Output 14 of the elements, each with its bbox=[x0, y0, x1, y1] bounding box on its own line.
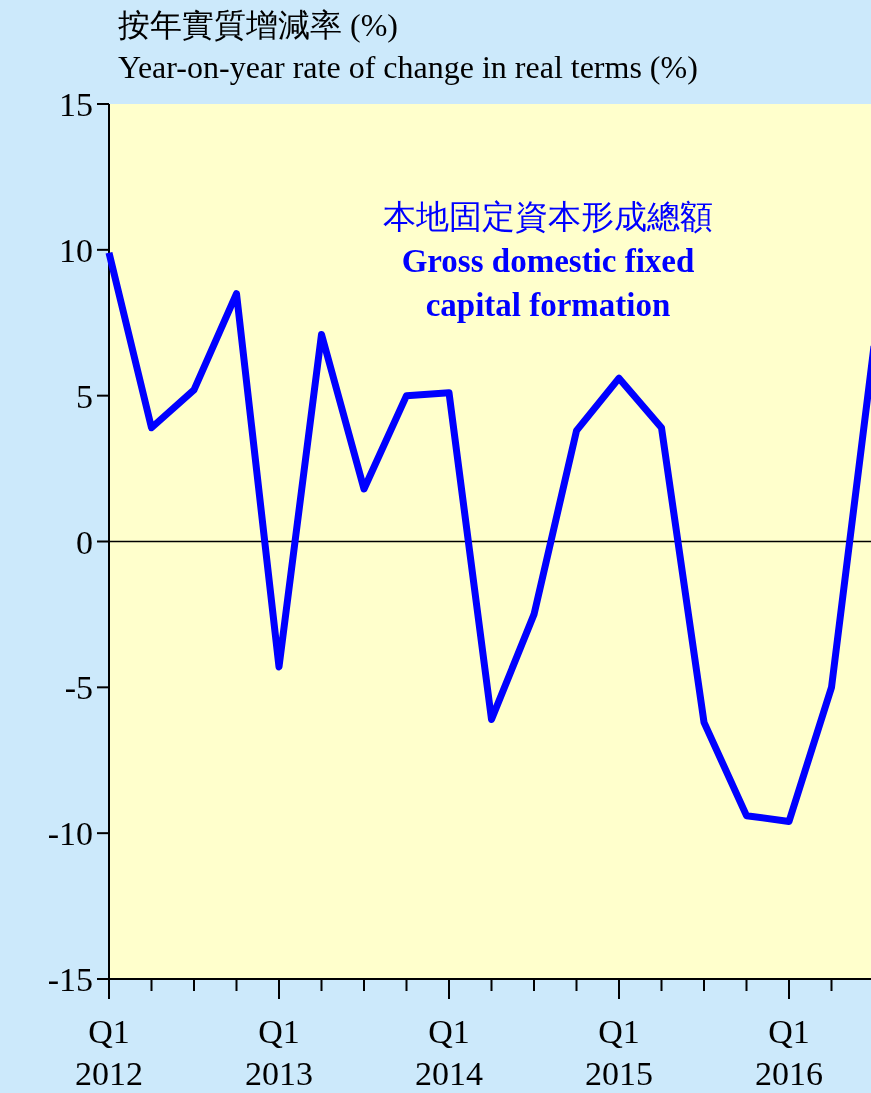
x-tick-label: Q1 2015 bbox=[585, 1013, 653, 1092]
y-tick-label: 10 bbox=[59, 231, 93, 269]
y-tick-label: -5 bbox=[64, 669, 93, 707]
x-tick-label: Q1 2013 bbox=[245, 1013, 313, 1092]
y-tick-label: -15 bbox=[47, 961, 93, 998]
x-tick-label: Q1 2012 bbox=[75, 1013, 143, 1092]
y-axis-title: 按年實質增減率 (%) Year-on-year rate of change in real terms (%) bbox=[118, 7, 698, 85]
y-tick-label: 0 bbox=[76, 523, 93, 561]
y-tick-label: 15 bbox=[59, 86, 93, 123]
y-tick-label: 5 bbox=[76, 377, 93, 415]
x-tick-label: Q1 2014 bbox=[415, 1013, 483, 1092]
x-tick-label: Q1 2016 bbox=[755, 1013, 823, 1092]
y-tick-label: -10 bbox=[47, 815, 93, 853]
series-label: 本地固定資本形成總額 Gross domestic fixed capital formation bbox=[383, 199, 713, 323]
